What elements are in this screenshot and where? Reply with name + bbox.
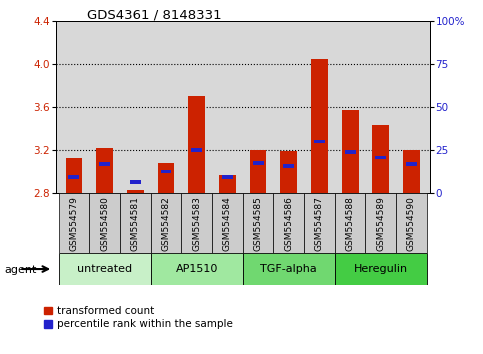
Bar: [181, 193, 212, 253]
Bar: [99, 162, 110, 166]
Bar: [344, 150, 355, 154]
Legend: transformed count, percentile rank within the sample: transformed count, percentile rank withi…: [44, 306, 233, 329]
Bar: [250, 150, 267, 193]
Text: GSM554583: GSM554583: [192, 196, 201, 251]
Bar: [130, 180, 141, 184]
Bar: [304, 193, 335, 253]
Bar: [160, 170, 171, 173]
Bar: [311, 59, 328, 193]
Text: AP1510: AP1510: [175, 264, 218, 274]
Bar: [372, 125, 389, 193]
Text: GSM554588: GSM554588: [346, 196, 355, 251]
Bar: [58, 253, 151, 285]
Bar: [66, 158, 83, 193]
Bar: [222, 175, 233, 179]
Text: GSM554579: GSM554579: [70, 196, 78, 251]
Bar: [89, 193, 120, 253]
Bar: [253, 161, 264, 165]
Text: agent: agent: [5, 265, 37, 275]
Text: GSM554585: GSM554585: [254, 196, 263, 251]
Bar: [375, 156, 386, 159]
Bar: [212, 193, 243, 253]
Text: GSM554581: GSM554581: [131, 196, 140, 251]
Text: untreated: untreated: [77, 264, 132, 274]
Bar: [341, 110, 358, 193]
Text: GDS4361 / 8148331: GDS4361 / 8148331: [87, 9, 222, 22]
Text: GSM554589: GSM554589: [376, 196, 385, 251]
Bar: [366, 193, 396, 253]
Text: GSM554587: GSM554587: [315, 196, 324, 251]
Bar: [283, 164, 294, 168]
Bar: [243, 253, 335, 285]
Bar: [403, 150, 420, 193]
Text: GSM554582: GSM554582: [161, 196, 170, 251]
Bar: [151, 253, 243, 285]
Bar: [243, 193, 273, 253]
Text: TGF-alpha: TGF-alpha: [260, 264, 317, 274]
Text: GSM554590: GSM554590: [407, 196, 416, 251]
Bar: [127, 190, 144, 193]
Bar: [280, 151, 297, 193]
Bar: [58, 193, 89, 253]
Bar: [157, 163, 174, 193]
Text: GSM554584: GSM554584: [223, 196, 232, 251]
Bar: [219, 175, 236, 193]
Bar: [120, 193, 151, 253]
Bar: [69, 175, 79, 179]
Bar: [188, 96, 205, 193]
Bar: [96, 148, 113, 193]
Text: Heregulin: Heregulin: [354, 264, 408, 274]
Bar: [191, 148, 202, 152]
Bar: [273, 193, 304, 253]
Bar: [396, 193, 427, 253]
Bar: [335, 253, 427, 285]
Bar: [151, 193, 181, 253]
Bar: [314, 139, 325, 143]
Text: GSM554586: GSM554586: [284, 196, 293, 251]
Bar: [335, 193, 366, 253]
Bar: [406, 162, 417, 166]
Text: GSM554580: GSM554580: [100, 196, 109, 251]
